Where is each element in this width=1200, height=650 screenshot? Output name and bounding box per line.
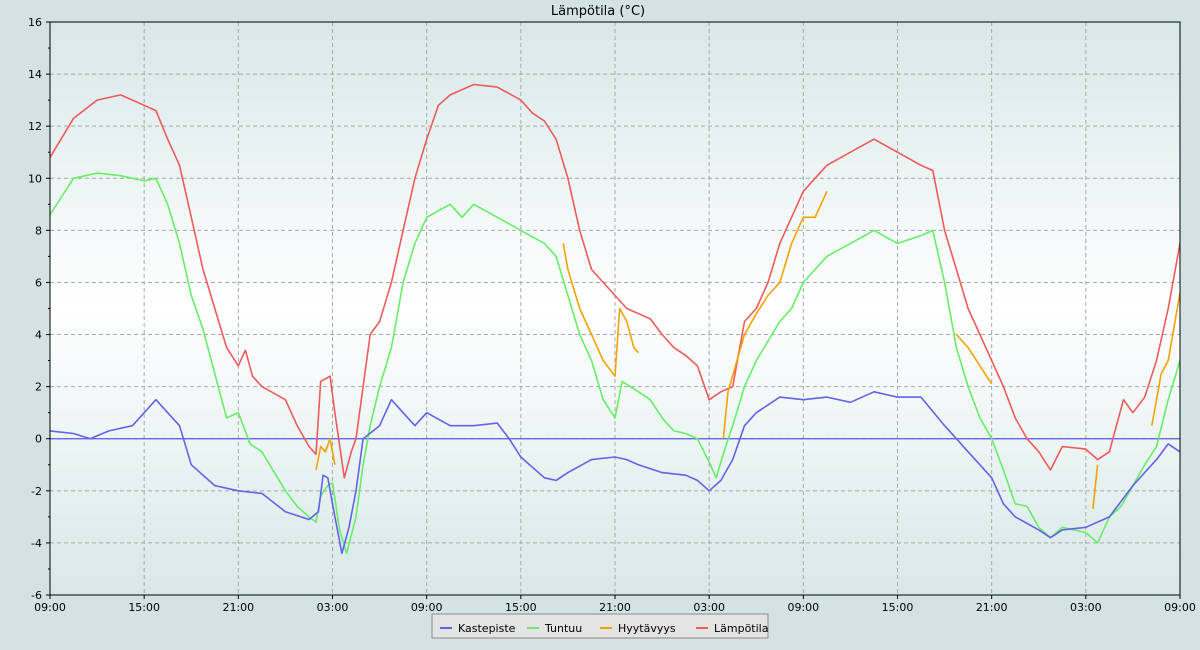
y-tick-label: 12: [28, 120, 42, 133]
y-tick-label: 10: [28, 172, 42, 185]
series-group: [50, 83, 1180, 555]
y-tick-label: 6: [35, 276, 42, 289]
y-tick-label: 16: [28, 16, 42, 29]
x-tick-label: 03:00: [693, 601, 725, 614]
series-l-mp-tila-line: [50, 83, 1180, 479]
legend-label: Tuntuu: [544, 622, 582, 635]
legend-label: Lämpötila: [714, 622, 768, 635]
y-tick-label: -6: [31, 589, 42, 602]
y-tick-label: -4: [31, 537, 42, 550]
legend-label: Kastepiste: [458, 622, 516, 635]
legend: Kastepiste Tuntuu Hyytävyys Lämpötila: [431, 613, 769, 639]
x-tick-label: 15:00: [128, 601, 160, 614]
x-tick-label: 21:00: [222, 601, 254, 614]
series-kastepiste-line: [50, 391, 1180, 555]
legend-label: Hyytävyys: [618, 622, 676, 635]
x-tick-label: 09:00: [787, 601, 819, 614]
x-axis: 09:00 15:00 21:00 03:00 09:00 15:00 21:00 03:00…: [34, 595, 1196, 614]
series-tuntuu-line: [50, 172, 1180, 555]
series-hyyt-vyys-line: [315, 190, 1180, 510]
x-tick-label: 09:00: [34, 601, 66, 614]
y-tick-label: 14: [28, 68, 42, 81]
y-axis: -6 -4 -2 0 2 4 6 8 10 12 14 16: [28, 16, 50, 602]
x-tick-label: 09:00: [411, 601, 443, 614]
y-tick-label: 0: [35, 433, 42, 446]
x-tick-label: 15:00: [882, 601, 914, 614]
chart-title: Lämpötila (°C): [551, 4, 645, 19]
x-tick-label: 21:00: [599, 601, 631, 614]
y-tick-label: 4: [35, 329, 42, 342]
y-tick-label: 2: [35, 381, 42, 394]
x-tick-label: 03:00: [317, 601, 349, 614]
y-tick-label: 8: [35, 224, 42, 237]
y-tick-label: -2: [31, 485, 42, 498]
x-tick-label: 21:00: [976, 601, 1008, 614]
x-tick-label: 15:00: [505, 601, 537, 614]
x-tick-label: 03:00: [1070, 601, 1102, 614]
legend-box: [431, 613, 769, 639]
x-tick-label: 09:00: [1164, 601, 1196, 614]
